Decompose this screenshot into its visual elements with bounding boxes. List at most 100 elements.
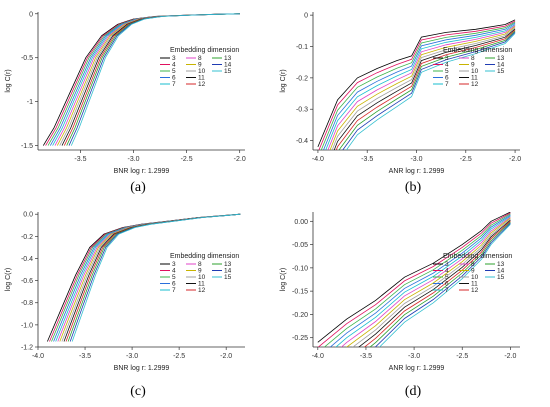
y-tick-label: 0 [304, 13, 308, 20]
series-line-dim-9 [346, 217, 511, 347]
x-tick-label: -2.0 [234, 156, 246, 163]
x-axis-label: BNR log r: 1.2999 [114, 168, 170, 175]
legend-item-label: 12 [471, 287, 479, 294]
legend-item-label: 9 [471, 268, 475, 275]
series-line-dim-12 [63, 13, 240, 146]
series-line-dim-15 [70, 13, 240, 146]
series-line-dim-5 [323, 213, 511, 347]
series-line-dim-12 [363, 220, 511, 347]
series-line-dim-15 [379, 224, 511, 347]
legend-item-label: 7 [172, 287, 176, 294]
series-line-dim-9 [59, 213, 241, 342]
y-tick-label: -0.25 [292, 335, 308, 342]
y-axis-label: log C(r) [5, 268, 12, 291]
series-line-dim-8 [327, 25, 516, 150]
legend-item-label: 13 [224, 261, 232, 268]
x-axis-label: ANR log r: 1.2999 [389, 168, 445, 175]
series-line-dim-4 [45, 13, 240, 146]
chart-a-plot: -3.5 -3.0 -2.5 -2.0 0 -0.5 -1 -1.5 BNR log r: 1.… [5, 11, 246, 175]
y-tick-label: -0.6 [21, 278, 33, 285]
series-group-c [47, 213, 241, 342]
legend-item-label: 9 [471, 62, 475, 69]
legend-item-label: 13 [497, 261, 505, 268]
series-line-dim-14 [69, 213, 241, 342]
series-line-dim-11 [333, 28, 516, 150]
series-group-d [317, 212, 511, 347]
series-line-dim-12 [335, 29, 516, 150]
series-line-dim-9 [329, 26, 516, 150]
legend-item-label: 7 [445, 287, 449, 294]
legend-item-label: 15 [497, 68, 505, 75]
x-tick-label: -3.5 [74, 156, 86, 163]
series-line-dim-8 [57, 213, 241, 342]
panel-label-b: (b) [404, 180, 422, 195]
legend-item-label: 11 [198, 75, 205, 82]
series-line-dim-5 [47, 13, 240, 146]
legend-item-label: 5 [172, 274, 176, 281]
y-tick-label: -1.0 [21, 322, 33, 329]
y-tick-label: -0.8 [21, 300, 33, 307]
panel-label-d: (d) [404, 384, 422, 399]
series-line-dim-14 [374, 223, 511, 347]
legend-item-label: 8 [198, 261, 202, 268]
chart-c-plot: -4.0 -3.5 -3.0 -2.5 -2.0 0.0 -0.2 -0.4 -0.6 -0.8 -… [5, 212, 245, 372]
legend-title: Embedding dimension [443, 47, 512, 54]
panel-label-c: (c) [130, 384, 146, 399]
y-tick-label: 0.00 [294, 219, 308, 226]
series-line-dim-6 [323, 22, 516, 150]
legend-item-label: 3 [445, 55, 449, 62]
legend-item-label: 4 [172, 268, 176, 275]
x-tick-label: -3.0 [410, 156, 422, 163]
legend-item-label: 11 [198, 281, 205, 288]
legend-item-label: 3 [172, 55, 176, 62]
x-tick-label: -2.0 [504, 353, 516, 360]
series-line-dim-15 [71, 213, 241, 342]
legend-item-label: 5 [172, 68, 176, 75]
x-tick-label: -2.5 [456, 353, 468, 360]
legend-item-label: 14 [497, 268, 505, 275]
y-tick-label: -0.4 [21, 256, 33, 263]
x-tick-label: -3.5 [361, 156, 373, 163]
legend-title: Embedding dimension [170, 47, 239, 54]
y-tick-label: -0.10 [292, 265, 308, 272]
legend-item-label: 8 [198, 55, 202, 62]
x-tick-label: -2.5 [173, 353, 185, 360]
series-line-dim-15 [345, 33, 516, 150]
series-line-dim-3 [317, 19, 516, 148]
x-tick-label: -4.0 [312, 353, 324, 360]
series-line-dim-11 [358, 219, 511, 347]
series-line-dim-4 [318, 20, 516, 150]
chart-panel-a: -3.5 -3.0 -2.5 -2.0 0 -0.5 -1 -1.5 BNR log r: 1.… [0, 0, 275, 204]
y-axis-label: log C(r) [280, 268, 287, 291]
legend-item-label: 15 [224, 68, 232, 75]
legend-item-label: 3 [445, 261, 449, 268]
legend-item-label: 11 [471, 281, 478, 288]
legend-item-label: 14 [224, 62, 232, 69]
chart-b-plot: -4.0 -3.5 -3.0 -2.5 -2.0 0 -0.1 -0.2 -0.3 -0.4 ANR… [280, 12, 521, 175]
axes-b: -4.0 -3.5 -3.0 -2.5 -2.0 0 -0.1 -0.2 -0.3 -0.4 [296, 12, 521, 163]
axes-d: -4.0-3.5-3.0-2.5-2.00.050.00-0.05-0.10-0… [292, 196, 520, 360]
x-tick-label: -2.0 [509, 156, 521, 163]
legend-item-label: 7 [445, 81, 449, 88]
legend-item-label: 12 [198, 81, 206, 88]
series-line-dim-13 [369, 221, 511, 347]
axes-c: -4.0 -3.5 -3.0 -2.5 -2.0 0.0 -0.2 -0.4 -0.6 -0.8 -… [21, 212, 245, 360]
legend-item-label: 5 [445, 68, 449, 75]
y-axis-label: log C(r) [5, 69, 12, 92]
y-tick-label: -0.3 [296, 107, 308, 114]
legend-item-label: 14 [224, 268, 232, 275]
legend-item-label: 10 [198, 68, 206, 75]
axes-a: -3.5 -3.0 -2.5 -2.0 0 -0.5 -1 -1.5 [21, 11, 246, 163]
legend-item-label: 8 [471, 261, 475, 268]
legend-item-label: 4 [445, 62, 449, 69]
x-tick-label: -3.0 [126, 353, 138, 360]
y-tick-label: -0.2 [296, 75, 308, 82]
series-line-dim-6 [329, 214, 511, 347]
chart-panel-c: -4.0 -3.5 -3.0 -2.5 -2.0 0.0 -0.2 -0.4 -0.6 -0.8 -… [0, 204, 275, 407]
series-line-dim-6 [49, 13, 240, 146]
series-line-dim-7 [55, 213, 241, 342]
series-line-dim-13 [338, 30, 516, 150]
